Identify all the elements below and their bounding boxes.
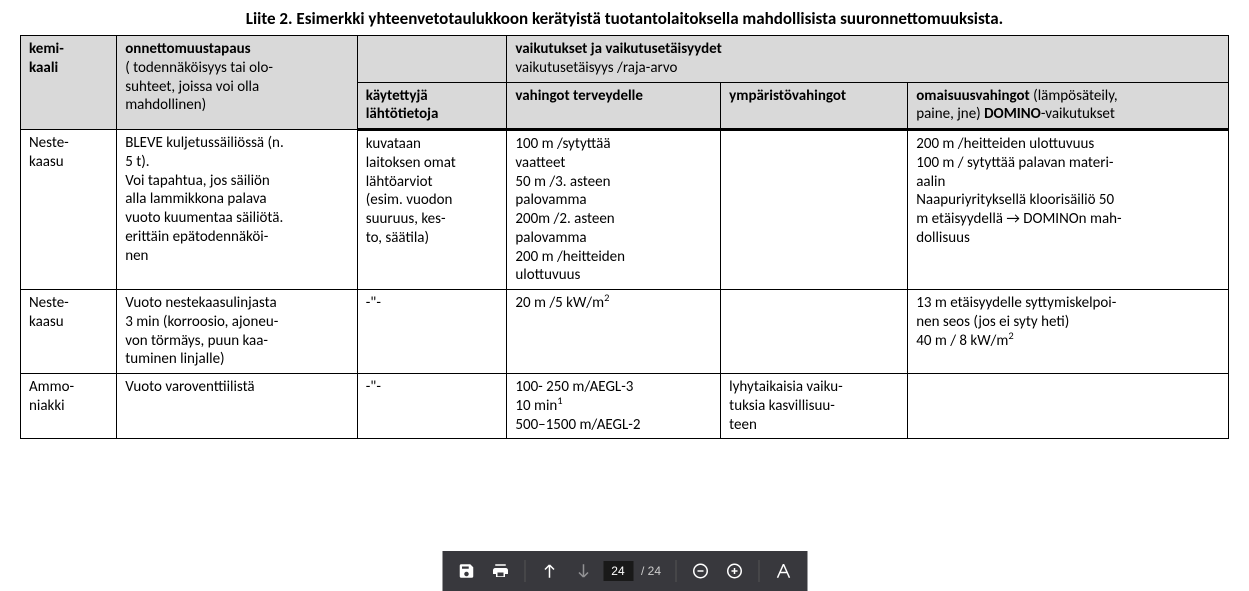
toolbar-separator [758, 560, 759, 582]
th-property: omaisuusvahingot (lämpösäteily,paine, jn… [908, 82, 1229, 130]
table-cell: 100 m /sytyttäävaatteet50 m /3. asteenpa… [507, 130, 721, 290]
accidents-table: kemi-kaali onnettomuustapaus( todennäköi… [20, 35, 1229, 439]
table-cell [908, 374, 1229, 439]
arrow-down-icon [574, 562, 592, 580]
plus-circle-icon [725, 562, 743, 580]
pdf-toolbar: / 24 [442, 551, 807, 591]
prev-page-button[interactable] [535, 557, 563, 585]
table-cell: 200 m /heitteiden ulottuvuus100 m / syty… [908, 130, 1229, 290]
th-env: ympäristövahingot [721, 82, 908, 130]
table-cell: Vuoto varoventtiilistä [117, 374, 358, 439]
table-cell: 100- 250 m/AEGL-310 min1500–1500 m/AEGL-… [507, 374, 721, 439]
table-cell: 13 m etäisyydelle syttymiskelpoi-nen seo… [908, 290, 1229, 374]
save-icon [457, 562, 475, 580]
th-source-data: käytettyjälähtötietoja [357, 82, 507, 130]
page-number-input[interactable] [603, 561, 633, 581]
next-page-button[interactable] [569, 557, 597, 585]
document-page: Liite 2. Esimerkki yhteenvetotaulukkoon … [0, 0, 1249, 439]
table-cell: 20 m /5 kW/m2 [507, 290, 721, 374]
print-button[interactable] [486, 557, 514, 585]
minus-circle-icon [691, 562, 709, 580]
save-button[interactable] [452, 557, 480, 585]
reader-icon [774, 562, 792, 580]
toolbar-separator [675, 560, 676, 582]
th-accident-case: onnettomuustapaus( todennäköisyys tai ol… [117, 36, 358, 130]
table-cell: Neste-kaasu [21, 290, 117, 374]
table-cell: Ammo-niakki [21, 374, 117, 439]
table-cell: BLEVE kuljetussäiliössä (n.5 t).Voi tapa… [117, 130, 358, 290]
table-cell: lyhytaikaisia vaiku-tuksia kasvillisuu-t… [721, 374, 908, 439]
toolbar-separator [524, 560, 525, 582]
th-health: vahingot terveydelle [507, 82, 721, 130]
table-body: Neste-kaasuBLEVE kuljetussäiliössä (n.5 … [21, 130, 1229, 439]
table-cell: -"- [357, 374, 507, 439]
print-icon [491, 562, 509, 580]
table-cell: kuvataanlaitoksen omatlähtöarviot(esim. … [357, 130, 507, 290]
arrow-up-icon [540, 562, 558, 580]
th-chemical: kemi-kaali [21, 36, 117, 130]
table-cell: Vuoto nestekaasulinjasta3 min (korroosio… [117, 290, 358, 374]
table-cell [721, 130, 908, 290]
zoom-in-button[interactable] [720, 557, 748, 585]
reader-mode-button[interactable] [769, 557, 797, 585]
table-row: Ammo-niakkiVuoto varoventtiilistä-"-100-… [21, 374, 1229, 439]
zoom-out-button[interactable] [686, 557, 714, 585]
table-row: Neste-kaasuVuoto nestekaasulinjasta3 min… [21, 290, 1229, 374]
page-title: Liite 2. Esimerkki yhteenvetotaulukkoon … [20, 8, 1229, 29]
page-total-label: / 24 [641, 564, 661, 578]
th-blank [357, 36, 507, 83]
table-cell: -"- [357, 290, 507, 374]
table-row: Neste-kaasuBLEVE kuljetussäiliössä (n.5 … [21, 130, 1229, 290]
table-cell: Neste-kaasu [21, 130, 117, 290]
table-cell [721, 290, 908, 374]
th-effects-main: vaikutukset ja vaikutusetäisyydetvaikutu… [507, 36, 1229, 83]
